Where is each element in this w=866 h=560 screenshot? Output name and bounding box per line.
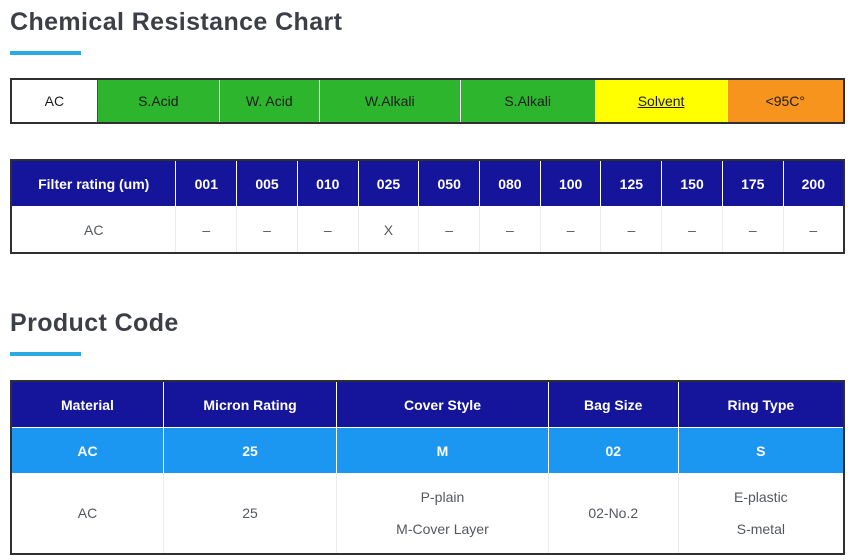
product-code-cell: 02	[548, 427, 679, 474]
product-code-title: Product Code	[10, 309, 179, 337]
filter-header-cell-100: 100	[540, 160, 602, 207]
product-code-cell: 25	[163, 427, 338, 474]
resistance-cell-label: Solvent	[637, 93, 685, 109]
resistance-cell-label: <95C°	[765, 93, 806, 109]
filter-table-body: AC – – – X – – – – – – –	[11, 206, 844, 253]
resistance-cell-solvent[interactable]: Solvent	[594, 80, 727, 122]
resistance-cell-w-acid: W. Acid	[218, 80, 319, 122]
filter-data-cell: –	[600, 206, 663, 253]
resistance-cell-s-acid: S.Acid	[96, 80, 219, 122]
resistance-cell-label: S.Acid	[138, 93, 179, 109]
title-accent-bar	[10, 51, 81, 55]
product-header-cell-material: Material	[11, 381, 164, 428]
filter-header-cell-025: 025	[358, 160, 420, 207]
filter-header-cell-080: 080	[479, 160, 541, 207]
resistance-cell-s-alkali: S.Alkali	[459, 80, 595, 122]
resistance-strip: AC S.Acid W. Acid W.Alkali S.Alkali Solvent <9…	[10, 78, 845, 124]
detail-line: 02-No.2	[588, 504, 639, 521]
filter-header-cell-125: 125	[600, 160, 663, 207]
product-table-header-row: Material Micron Rating Cover Style Bag Size…	[11, 381, 844, 428]
filter-header-cell-050: 050	[418, 160, 481, 207]
product-header-cell-bag-size: Bag Size	[548, 381, 679, 428]
resistance-cell-w-alkali: W.Alkali	[318, 80, 460, 122]
filter-data-cell: –	[722, 206, 784, 253]
resistance-cell-label: W. Acid	[245, 93, 293, 109]
filter-data-cell: –	[479, 206, 541, 253]
product-code-cell: M	[336, 427, 549, 474]
detail-line: P-plain	[420, 488, 465, 505]
filter-data-cell: X	[358, 206, 420, 253]
title-accent-bar	[10, 352, 81, 356]
resistance-cell-ac: AC	[12, 80, 97, 122]
detail-line: E-plastic	[734, 488, 788, 505]
filter-data-cell: –	[175, 206, 238, 253]
product-code-table: Material Micron Rating Cover Style Bag Size…	[10, 380, 845, 555]
filter-data-cell: –	[236, 206, 298, 253]
product-detail-cell: 25	[163, 473, 338, 554]
content-column: Chemical Resistance Chart AC S.Acid W. Aci…	[10, 0, 845, 555]
chemical-resistance-title: Chemical Resistance Chart	[10, 8, 343, 36]
filter-header-cell-filter-rating-um: Filter rating (um)	[11, 160, 177, 207]
product-header-cell-ring-type: Ring Type	[678, 381, 844, 428]
filter-header-cell-150: 150	[661, 160, 723, 207]
product-detail-cell: P-plain M-Cover Layer	[336, 473, 549, 554]
filter-header-cell-005: 005	[236, 160, 298, 207]
product-detail-cell: AC	[11, 473, 164, 554]
filter-table-header-row: Filter rating (um) 001 005 010 025 050 080 100 1…	[11, 160, 844, 207]
resistance-cell-label: AC	[44, 93, 65, 109]
filter-data-cell: –	[661, 206, 723, 253]
filter-header-cell-175: 175	[722, 160, 784, 207]
detail-line: AC	[77, 504, 98, 521]
product-code-row: AC 25 M 02 S	[11, 427, 844, 474]
filter-data-cell: –	[783, 206, 844, 253]
product-detail-row: AC 25 P-plain M-Cover Layer 02-No.2 E-plastic…	[11, 473, 844, 554]
product-code-cell: S	[678, 427, 844, 474]
filter-rating-table: Filter rating (um) 001 005 010 025 050 080 100 1…	[10, 159, 845, 254]
resistance-cell-label: W.Alkali	[364, 93, 415, 109]
resistance-cell-95c: <95C°	[726, 80, 843, 122]
product-header-cell-micron-rating: Micron Rating	[163, 381, 338, 428]
filter-data-cell: –	[540, 206, 602, 253]
resistance-cell-label: S.Alkali	[504, 93, 552, 109]
filter-header-cell-010: 010	[297, 160, 359, 207]
detail-line: 25	[242, 504, 258, 521]
product-header-cell-cover-style: Cover Style	[336, 381, 549, 428]
filter-data-cell: AC	[11, 206, 177, 253]
detail-line: S-metal	[736, 521, 785, 537]
product-detail-cell: 02-No.2	[548, 473, 679, 554]
filter-data-cell: –	[297, 206, 359, 253]
filter-header-cell-001: 001	[175, 160, 238, 207]
filter-data-cell: –	[418, 206, 481, 253]
product-code-cell: AC	[11, 427, 164, 474]
product-table-body: AC 25 M 02 S AC 25 P-plain M-Cover Layer 02-No.2 E…	[11, 427, 844, 554]
detail-line: M-Cover Layer	[396, 521, 489, 537]
filter-table-row: AC – – – X – – – – – – –	[11, 206, 844, 253]
product-detail-cell: E-plastic S-metal	[678, 473, 844, 554]
filter-header-cell-200: 200	[783, 160, 844, 207]
